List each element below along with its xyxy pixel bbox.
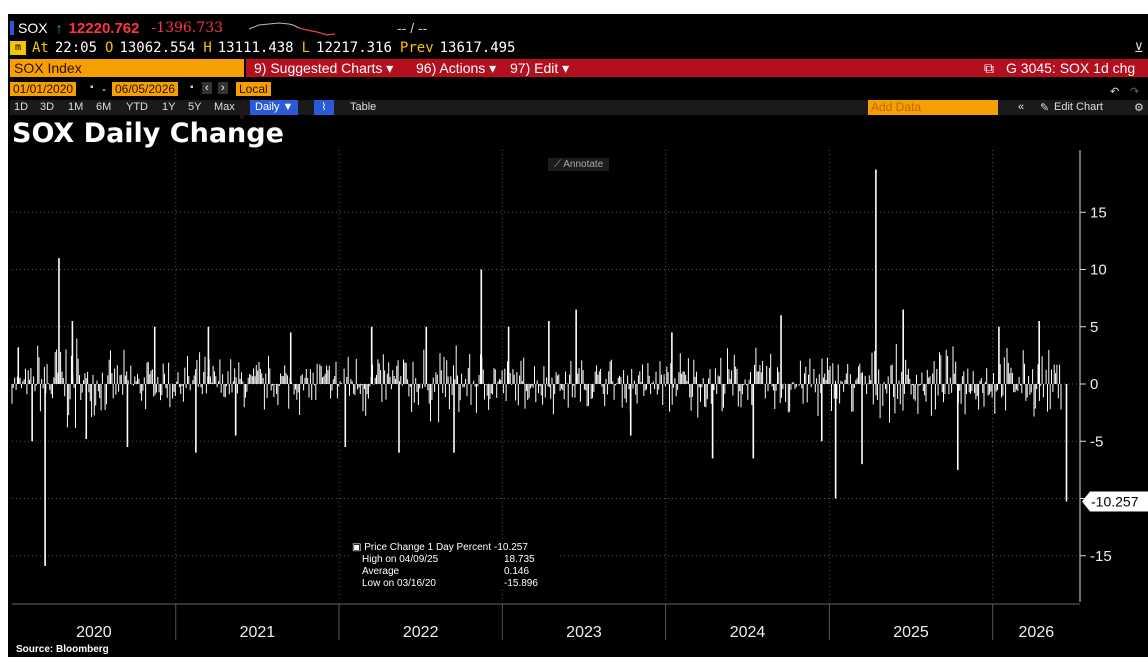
- high-label: H: [203, 40, 212, 56]
- x-tick-label: 2022: [403, 624, 439, 641]
- range-5y[interactable]: 5Y: [188, 101, 202, 113]
- chart-bars: [11, 169, 1068, 567]
- high-value: 13111.438: [217, 40, 294, 56]
- bid-ask: -- / --: [397, 20, 428, 36]
- line-chart-icon[interactable]: ⌇: [314, 100, 334, 115]
- prev-period-button[interactable]: ‹: [202, 82, 212, 94]
- open-label: O: [105, 40, 114, 56]
- source-note: Source: Bloomberg: [16, 644, 109, 655]
- legend-row-average: Average 0.146: [352, 566, 559, 578]
- toolbar: 9) Suggested Charts ▾ 96) Actions ▾ 97) …: [246, 59, 1148, 77]
- ohlc-line: m At 22:05 O 13062.554 H 13111.438 L 122…: [10, 39, 515, 57]
- end-date-input[interactable]: 06/05/2026: [112, 82, 179, 96]
- legend-series-value: -10.257: [494, 542, 528, 553]
- legend-high-label: High on 04/09/25: [362, 554, 439, 565]
- settings-gear-icon[interactable]: ⚙: [1134, 102, 1144, 114]
- start-date-input[interactable]: 01/01/2020: [10, 82, 77, 96]
- undo-icon[interactable]: ↶: [1110, 86, 1120, 98]
- window-frame-top: [0, 0, 1148, 14]
- up-arrow-icon: ↑: [55, 20, 63, 36]
- last-price: 12220.762: [68, 19, 140, 37]
- low-label: L: [301, 40, 311, 56]
- edit-button[interactable]: 97) Edit ▾: [510, 60, 570, 76]
- x-tick-label: 2026: [1019, 624, 1055, 641]
- quote-time: 22:05: [54, 40, 98, 56]
- x-axis: 2020 2021 2022 2023 2024 2025 2026: [12, 603, 1080, 641]
- range-1y[interactable]: 1Y: [162, 101, 176, 113]
- external-link-icon[interactable]: ⧉: [984, 60, 994, 76]
- net-change: -1396.733: [151, 20, 224, 36]
- actions-button[interactable]: 96) Actions ▾: [416, 60, 497, 76]
- open-value: 13062.554: [119, 40, 196, 56]
- pencil-icon[interactable]: ✎: [1040, 102, 1050, 114]
- chart-legend: ▣ Price Change 1 Day Percent -10.257 High…: [352, 542, 559, 590]
- annotate-button[interactable]: ⟋ Annotate: [548, 158, 610, 171]
- y-tick-label: 15: [1090, 204, 1107, 221]
- legend-row-low: Low on 03/16/20 -15.896: [352, 578, 559, 590]
- range-6m[interactable]: 6M: [96, 101, 112, 113]
- x-tick-label: 2024: [730, 624, 766, 641]
- pin-icon[interactable]: ⊻: [1134, 40, 1144, 55]
- legend-row-high: High on 04/09/25 18.735: [352, 554, 559, 566]
- range-max[interactable]: Max: [214, 101, 235, 113]
- at-label: At: [32, 40, 49, 56]
- chart-name[interactable]: G 3045: SOX 1d chg: [1006, 60, 1136, 76]
- legend-average-value: 0.146: [504, 566, 530, 577]
- legend-average-label: Average: [362, 566, 400, 577]
- x-tick-label: 2021: [240, 624, 276, 641]
- ticker[interactable]: SOX: [18, 20, 48, 36]
- y-tick-label: -15: [1090, 548, 1112, 565]
- sparkline-icon: [248, 22, 336, 36]
- calendar-icon[interactable]: ▪: [90, 82, 94, 93]
- date-separator: -: [102, 82, 106, 96]
- last-value-label: -10.257: [1091, 493, 1139, 509]
- legend-low-label: Low on 03/16/20: [362, 578, 436, 589]
- redo-icon[interactable]: ↷: [1130, 86, 1140, 98]
- y-tick-label: -5: [1090, 433, 1103, 450]
- suggested-charts-button[interactable]: 9) Suggested Charts ▾: [254, 60, 394, 76]
- legend-row-series: ▣ Price Change 1 Day Percent -10.257: [352, 542, 559, 554]
- legend-high-value: 18.735: [504, 554, 535, 565]
- ticker-marker: [10, 21, 14, 35]
- prev-value: 13617.495: [439, 40, 516, 56]
- chart-grid: [12, 150, 1080, 602]
- low-value: 12217.316: [316, 40, 392, 56]
- y-tick-label: 5: [1090, 319, 1098, 336]
- chart-title: SOX Daily Change: [12, 118, 284, 149]
- calendar-icon[interactable]: ▪: [190, 82, 194, 93]
- y-tick-label: 10: [1090, 262, 1107, 279]
- y-tick-label: 0: [1090, 376, 1098, 393]
- edit-chart-button[interactable]: Edit Chart: [1054, 101, 1103, 113]
- legend-low-value: -15.896: [504, 578, 538, 589]
- next-period-button[interactable]: ›: [218, 82, 228, 94]
- legend-series-label: Price Change 1 Day Percent: [364, 542, 491, 553]
- collapse-icon[interactable]: «: [1018, 101, 1025, 113]
- x-tick-label: 2025: [893, 624, 929, 641]
- prev-label: Prev: [399, 40, 434, 56]
- range-ytd[interactable]: YTD: [126, 101, 148, 113]
- range-toolbar: 1D 3D 1M 6M YTD 1Y 5Y Max Daily ▼ ⌇ Tabl…: [10, 100, 1148, 115]
- range-3d[interactable]: 3D: [40, 101, 55, 113]
- table-button[interactable]: Table: [350, 101, 377, 113]
- range-1m[interactable]: 1M: [68, 101, 84, 113]
- news-icon[interactable]: m: [10, 41, 26, 55]
- last-value-marker: -10.257: [1082, 491, 1148, 512]
- x-tick-label: 2020: [76, 624, 112, 641]
- add-data-input[interactable]: Add Data: [868, 100, 998, 115]
- x-tick-label: 2023: [566, 624, 602, 641]
- range-1d[interactable]: 1D: [14, 101, 29, 113]
- security-field[interactable]: SOX Index: [10, 59, 244, 77]
- frequency-select[interactable]: Daily ▼: [250, 100, 299, 115]
- quote-line: SOX ↑ 12220.762 -1396.733 -- / --: [10, 18, 427, 38]
- window-frame-left: [0, 0, 8, 657]
